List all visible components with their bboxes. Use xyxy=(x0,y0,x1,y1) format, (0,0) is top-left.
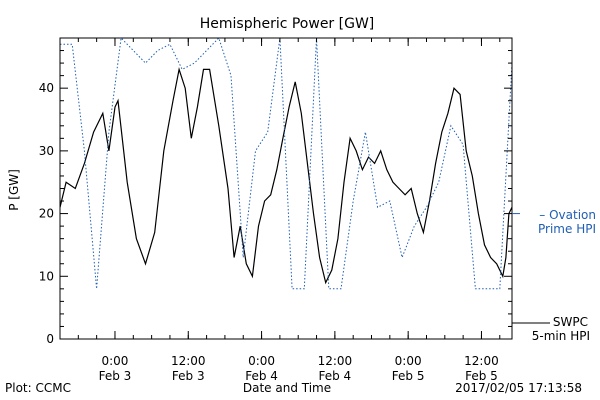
y-tick-label: 20 xyxy=(39,207,54,221)
series-line-ovation xyxy=(60,38,512,290)
x-tick-label-time: 12:00 xyxy=(318,354,353,368)
x-tick-label-time: 12:00 xyxy=(464,354,499,368)
x-tick-label-date: Feb 3 xyxy=(99,369,132,383)
footer-plot-credit: Plot: CCMC xyxy=(5,381,71,395)
legend-swpc-label: SWPC xyxy=(553,315,588,329)
legend-ovation-label: Prime HPI xyxy=(538,222,596,236)
x-axis-label: Date and Time xyxy=(243,381,331,395)
x-tick-label-date: Feb 4 xyxy=(245,369,278,383)
x-tick-label-time: 0:00 xyxy=(101,354,128,368)
y-tick-label: 40 xyxy=(39,81,54,95)
x-tick-label-time: 12:00 xyxy=(171,354,206,368)
x-tick-label-time: 0:00 xyxy=(248,354,275,368)
x-tick-label-date: Feb 4 xyxy=(319,369,352,383)
legend-ovation-label: – Ovation xyxy=(539,208,596,222)
y-tick-label: 10 xyxy=(39,269,54,283)
y-tick-label: 30 xyxy=(39,144,54,158)
y-tick-label: 0 xyxy=(46,332,54,346)
y-axis-label: P [GW] xyxy=(7,169,21,211)
chart-title: Hemispheric Power [GW] xyxy=(200,16,375,32)
x-tick-label-date: Feb 3 xyxy=(172,369,205,383)
x-tick-label-date: Feb 5 xyxy=(465,369,498,383)
series-line-swpc xyxy=(60,67,512,285)
footer-timestamp: 2017/02/05 17:13:58 xyxy=(455,381,582,395)
x-tick-label-time: 0:00 xyxy=(395,354,422,368)
x-tick-label-date: Feb 5 xyxy=(392,369,425,383)
legend-swpc-label: 5-min HPI xyxy=(532,329,590,343)
